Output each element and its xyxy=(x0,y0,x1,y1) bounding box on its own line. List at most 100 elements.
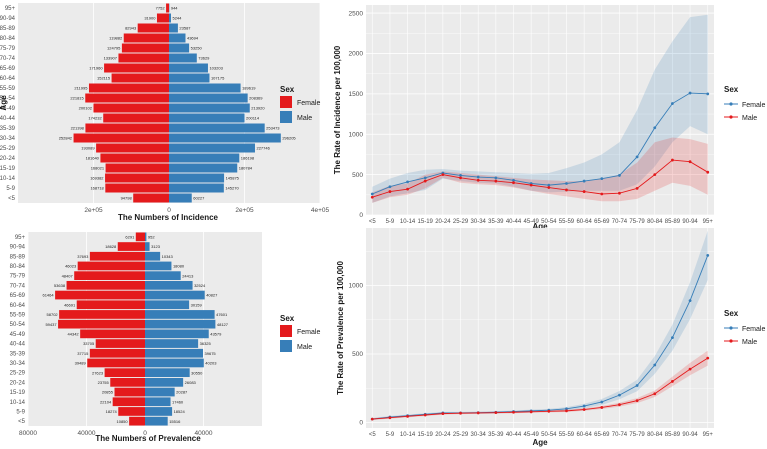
prevalence-rate-lines xyxy=(372,255,709,420)
y-tick-label: 0 xyxy=(359,212,363,219)
bar-label-female: 174232 xyxy=(88,116,102,121)
point-male-95+ xyxy=(706,356,710,360)
bar-label-female: 27623 xyxy=(92,370,104,375)
age-tick-label: 90-94 xyxy=(0,16,16,22)
age-tick-label: 65-69 xyxy=(0,66,16,72)
bar-label-male: 189619 xyxy=(242,86,256,91)
bar-label-female: 53638 xyxy=(54,283,66,288)
bar-label-male: 24413 xyxy=(182,273,194,278)
point-male-<5 xyxy=(370,417,374,421)
y-tick-label: 1000 xyxy=(349,131,364,138)
legend-key-female xyxy=(280,96,292,108)
bar-label-male: 10343 xyxy=(162,254,174,259)
legend-key-male-point xyxy=(729,339,733,343)
point-male-65-69 xyxy=(600,192,604,196)
age-tick-label: 80-84 xyxy=(647,219,663,225)
bar-label-male: 30159 xyxy=(191,302,203,307)
legend-label-female: Female xyxy=(297,100,320,107)
point-male-90-94 xyxy=(688,367,692,371)
bar-female-30-34 xyxy=(87,358,145,368)
bar-male-80-84 xyxy=(145,261,172,271)
point-male-75-79 xyxy=(635,399,639,403)
bar-male-<5 xyxy=(169,193,192,203)
ribbon-female xyxy=(372,14,708,203)
prevalence-rate-age-ticks: <5 5-9 10-14 15-19 20-24 25-29 30-34 35-39 40-44… xyxy=(369,432,713,438)
bar-male-70-74 xyxy=(169,53,197,63)
bar-male-5-9 xyxy=(145,407,173,416)
age-tick-label: 35-39 xyxy=(488,432,504,438)
age-tick-label: 10-14 xyxy=(400,219,416,225)
point-female-65-69 xyxy=(600,177,604,181)
age-tick-label: 45-49 xyxy=(523,432,539,438)
bar-female-35-39 xyxy=(85,123,169,133)
bar-female-65-69 xyxy=(104,63,169,73)
age-tick-label: 30-34 xyxy=(471,432,487,438)
prevalence-pyramid-bars xyxy=(55,232,216,426)
point-male-85-89 xyxy=(671,158,674,162)
point-female-65-69 xyxy=(600,400,604,404)
bar-label-female: 33705 xyxy=(83,341,95,346)
point-male-5-9 xyxy=(388,190,392,193)
bar-label-male: 30550 xyxy=(191,370,203,375)
point-male-50-54 xyxy=(547,186,551,189)
bar-label-male: 253473 xyxy=(266,126,280,131)
age-tick-label: 30-34 xyxy=(471,219,487,225)
point-male-10-14 xyxy=(406,414,409,418)
prevalence-rate-panel xyxy=(366,228,714,428)
bar-female-75-79 xyxy=(121,43,169,53)
bar-label-female: 133907 xyxy=(104,56,118,61)
x-tick-label: 40000 xyxy=(194,430,212,437)
bar-female-25-29 xyxy=(96,143,169,153)
age-tick-label: 75-79 xyxy=(0,46,16,52)
age-tick-label: 95+ xyxy=(15,235,26,241)
bar-male-50-54 xyxy=(145,319,216,329)
bar-female-45-49 xyxy=(93,103,169,113)
bar-label-female: 124795 xyxy=(107,46,121,51)
bar-label-male: 200114 xyxy=(246,116,260,121)
legend-label-male: Male xyxy=(742,115,757,122)
incidence-rate-panel xyxy=(366,5,714,215)
age-tick-label: <5 xyxy=(8,196,16,202)
point-male-35-39 xyxy=(494,179,498,183)
point-female-30-34 xyxy=(476,175,480,179)
point-female-15-19 xyxy=(423,176,427,180)
point-female-60-64 xyxy=(582,404,586,408)
point-male-20-24 xyxy=(441,412,445,416)
bar-female-90-94 xyxy=(117,242,145,251)
bar-label-female: 252842 xyxy=(59,136,73,141)
age-tick-label: <5 xyxy=(18,419,26,425)
legend-key-male-point xyxy=(729,115,733,119)
bar-label-male: 23587 xyxy=(179,26,191,31)
bar-label-male: 39675 xyxy=(205,351,217,356)
point-male-50-54 xyxy=(547,409,551,413)
legend-title: Sex xyxy=(280,85,295,94)
point-female-95+ xyxy=(706,253,710,257)
point-male-80-84 xyxy=(653,392,657,396)
bar-female-5-9 xyxy=(118,407,145,416)
point-female-55-59 xyxy=(565,182,568,185)
incidence-pyramid-y-axis-title: Age xyxy=(0,95,8,111)
bar-label-female: 82943 xyxy=(125,26,137,31)
point-female-95+ xyxy=(706,92,710,96)
point-male-5-9 xyxy=(388,416,392,420)
bar-male-25-29 xyxy=(169,143,255,153)
age-tick-label: 10-14 xyxy=(0,176,16,182)
incidence-rate-y-axis-title: The Rate of Incidence per 100,000 xyxy=(333,45,342,174)
bar-female-<5 xyxy=(129,416,145,426)
bar-label-female: 46691 xyxy=(64,302,76,307)
line-female xyxy=(372,92,708,195)
age-tick-label: 70-74 xyxy=(10,283,26,289)
age-tick-label: 40-44 xyxy=(506,219,522,225)
prevalence-rate-y-axis-title: The Rate of Prevalence per 100,000 xyxy=(336,261,345,395)
bar-label-male: 32524 xyxy=(194,283,206,288)
age-tick-label: 85-89 xyxy=(0,26,16,32)
bar-label-male: 43694 xyxy=(187,36,199,41)
incidence-pyramid-legend: Sex Female Male xyxy=(280,85,320,123)
legend-key-female-point xyxy=(729,102,733,106)
bar-label-male: 227746 xyxy=(256,146,270,151)
age-tick-label: 25-29 xyxy=(453,432,469,438)
age-tick-label: 85-89 xyxy=(665,219,681,225)
bar-label-female: 46023 xyxy=(65,264,77,269)
age-tick-label: 85-89 xyxy=(665,432,681,438)
